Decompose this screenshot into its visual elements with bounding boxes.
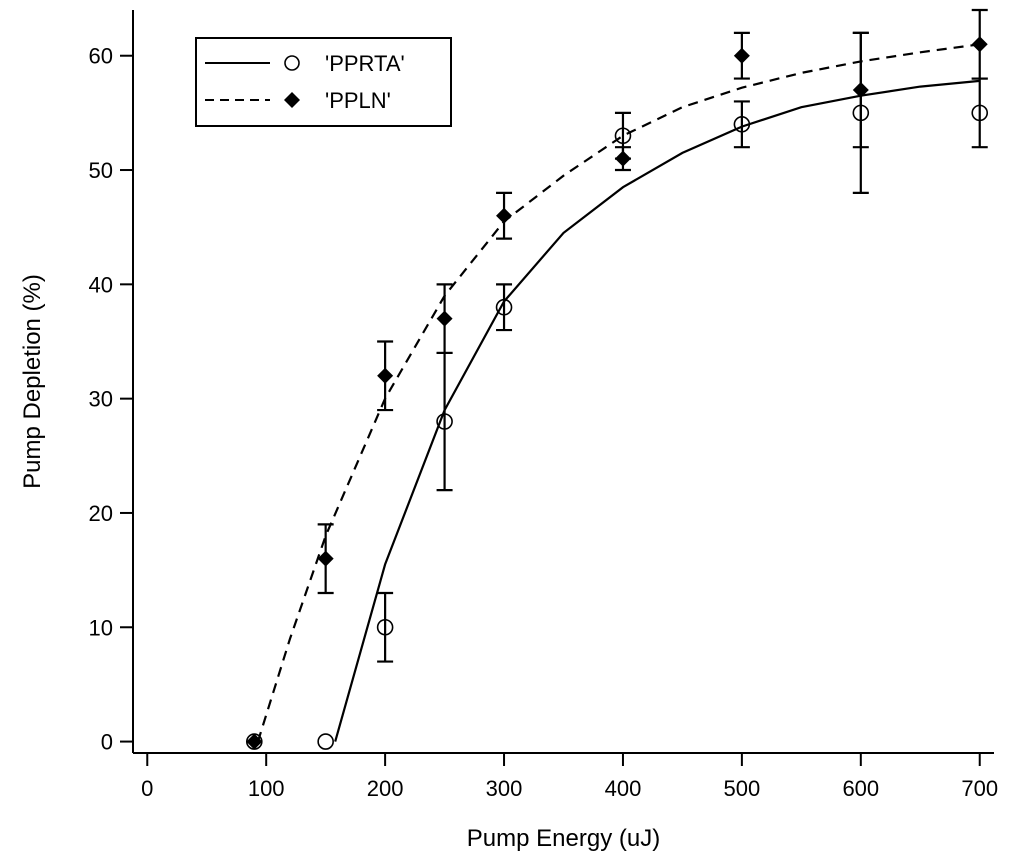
y-tick-label: 50	[89, 158, 113, 183]
fit-curve-pprta	[334, 79, 980, 742]
legend-marker-pprta	[284, 55, 300, 71]
x-axis-ticks: 0 100 200 300 400 500 600 700	[141, 753, 998, 801]
x-tick-label: 300	[486, 776, 523, 801]
data-point	[495, 298, 513, 316]
data-point	[971, 36, 988, 53]
data-point	[377, 367, 394, 384]
x-tick-label: 400	[605, 776, 642, 801]
legend-label-pprta: 'PPRTA'	[325, 51, 405, 76]
data-point	[496, 207, 513, 224]
data-point	[317, 550, 334, 567]
axes: 0 100 200 300 400 500 600 700 0 10 20 30 40 50 60	[89, 10, 998, 801]
x-tick-label: 0	[141, 776, 153, 801]
y-tick-label: 60	[89, 44, 113, 69]
error-bar	[377, 591, 394, 663]
data-point	[614, 127, 632, 145]
x-tick-label: 200	[367, 776, 404, 801]
fit-curve-ppln	[256, 43, 980, 742]
legend-label-ppln: 'PPLN'	[325, 88, 391, 113]
y-tick-label: 20	[89, 501, 113, 526]
x-tick-label: 700	[961, 776, 998, 801]
data-point	[733, 116, 751, 133]
y-tick-label: 10	[89, 615, 113, 640]
legend: 'PPRTA' 'PPLN'	[195, 37, 452, 127]
error-bar	[496, 283, 513, 332]
error-bar	[733, 100, 750, 149]
y-tick-label: 0	[101, 730, 113, 755]
plot-area	[246, 8, 989, 750]
data-point	[614, 150, 631, 167]
x-tick-label: 600	[842, 776, 879, 801]
x-tick-label: 100	[248, 776, 285, 801]
data-point	[317, 733, 334, 750]
data-point	[376, 618, 394, 636]
data-point	[971, 104, 989, 122]
data-point	[436, 310, 453, 327]
data-point	[733, 47, 750, 64]
y-tick-label: 30	[89, 387, 113, 412]
x-tick-label: 500	[724, 776, 761, 801]
y-tick-label: 40	[89, 272, 113, 297]
data-point	[436, 413, 453, 430]
data-point	[246, 733, 263, 750]
y-axis-ticks: 0 10 20 30 40 50 60	[89, 44, 133, 755]
data-point	[852, 82, 869, 99]
x-axis-title: Pump Energy (uJ)	[467, 825, 660, 852]
error-bar	[436, 351, 453, 492]
y-axis-title: Pump Depletion (%)	[19, 274, 46, 489]
legend-box	[195, 37, 452, 127]
error-bar	[971, 77, 988, 149]
series-ppln	[246, 8, 988, 750]
legend-marker-ppln	[284, 92, 300, 108]
